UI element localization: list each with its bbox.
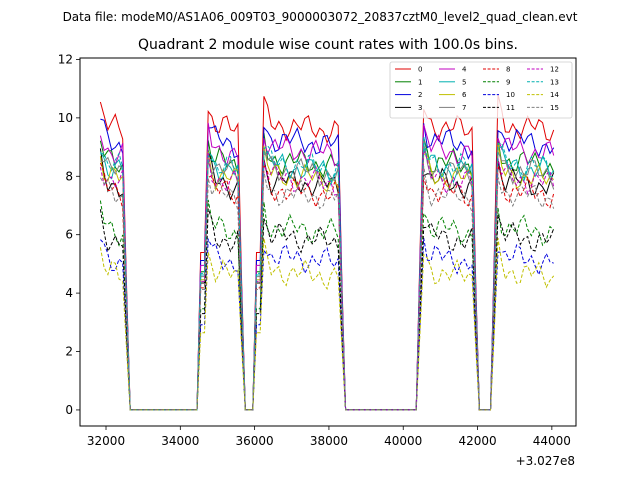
x-tick-label: 36000 xyxy=(236,434,274,448)
legend-label-11: 11 xyxy=(506,104,515,112)
series-line-15 xyxy=(99,166,555,411)
x-axis: 32000 34000 36000 38000 40000 42000 44000 xyxy=(87,426,571,448)
chart-suptitle: Data file: modeM0/AS1A06_009T03_90000030… xyxy=(63,10,578,24)
legend-label-7: 7 xyxy=(462,104,466,112)
legend-label-0: 0 xyxy=(418,66,422,74)
y-tick-label: 2 xyxy=(65,345,73,359)
x-tick-label: 32000 xyxy=(87,434,125,448)
legend-label-1: 1 xyxy=(418,78,422,86)
y-axis: 0 2 4 6 8 10 12 xyxy=(58,52,80,417)
chart-title: Quadrant 2 module wise count rates with … xyxy=(138,37,518,53)
y-tick-label: 10 xyxy=(58,111,73,125)
legend-label-13: 13 xyxy=(550,78,559,86)
series-layer xyxy=(99,94,555,411)
x-offset-label: +3.027e8 xyxy=(516,454,575,468)
legend-label-3: 3 xyxy=(418,104,422,112)
legend-label-14: 14 xyxy=(550,91,559,99)
plot-frame xyxy=(79,57,577,427)
legend-label-8: 8 xyxy=(506,66,510,74)
x-tick-label: 42000 xyxy=(458,434,496,448)
legend-label-10: 10 xyxy=(506,91,515,99)
legend-label-4: 4 xyxy=(462,66,467,74)
legend-label-6: 6 xyxy=(462,91,467,99)
legend-label-12: 12 xyxy=(550,66,559,74)
legend-label-15: 15 xyxy=(550,104,559,112)
legend-frame xyxy=(389,61,573,119)
x-tick-label: 40000 xyxy=(384,434,422,448)
y-tick-label: 8 xyxy=(65,169,73,183)
x-tick-label: 38000 xyxy=(310,434,348,448)
y-tick-label: 12 xyxy=(58,52,73,66)
y-tick-label: 4 xyxy=(65,286,73,300)
x-tick-label: 44000 xyxy=(533,434,571,448)
y-tick-label: 0 xyxy=(65,403,73,417)
legend-label-9: 9 xyxy=(506,78,510,86)
legend-label-5: 5 xyxy=(462,78,466,86)
y-tick-label: 6 xyxy=(65,228,73,242)
legend-label-2: 2 xyxy=(418,91,422,99)
x-tick-label: 34000 xyxy=(161,434,199,448)
